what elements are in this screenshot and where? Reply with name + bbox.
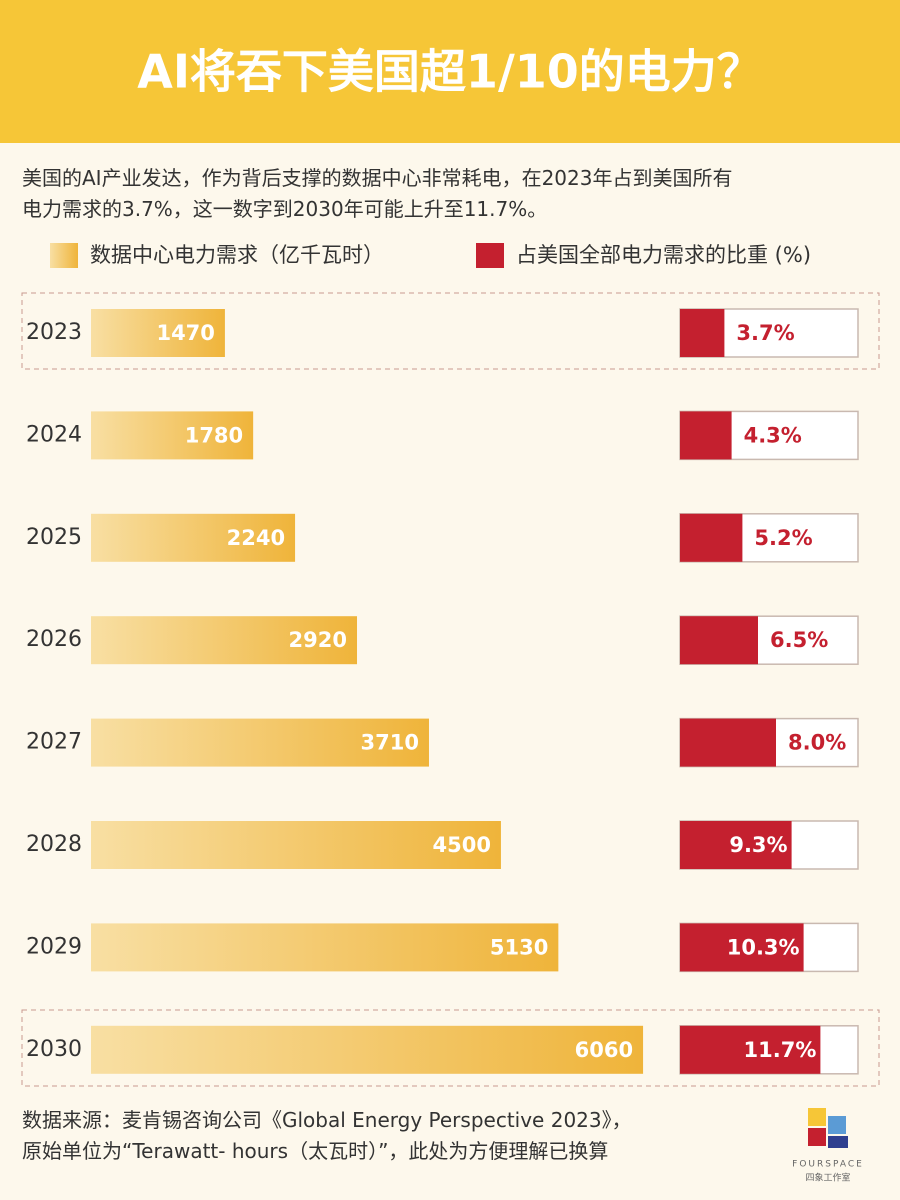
logo-subname: 四象工作室 (805, 1172, 850, 1184)
value-label: 6.5% (770, 628, 828, 652)
share-bar (680, 821, 792, 869)
logo-icon (808, 1108, 848, 1148)
bar (91, 923, 559, 972)
share-bar (680, 411, 732, 460)
highlight-box (21, 1009, 880, 1087)
value-label: 9.3% (729, 833, 787, 857)
category-label: 2030 (26, 1037, 82, 1062)
bar (91, 616, 358, 665)
chart-title: AI将吞下美国超1/10的电力？ (137, 45, 763, 99)
bar (91, 309, 225, 357)
value-label: 3.7% (736, 321, 794, 345)
share-bar (680, 1025, 821, 1074)
header-band (0, 0, 900, 143)
bar (91, 411, 254, 460)
source-note: 数据来源：麦肯锡咨询公司《Global Energy Perspective 2… (22, 1105, 632, 1167)
value-label: 4.3% (744, 423, 802, 447)
subtitle: 美国的AI产业发达，作为背后支撑的数据中心非常耗电，在2023年占到美国所有 电力… (22, 163, 732, 225)
share-bar (680, 718, 776, 767)
bar (91, 821, 501, 869)
text-line: 原始单位为“Terawatt- hours（太瓦时）”，此处为方便理解已换算 (22, 1139, 609, 1163)
category-label: 2026 (26, 627, 82, 652)
value-label: 1470 (156, 321, 214, 345)
highlight-box (21, 292, 880, 370)
bar (91, 513, 296, 562)
legend-swatch (50, 243, 78, 268)
share-bar (680, 616, 758, 665)
value-label: 1780 (185, 423, 243, 447)
bar (91, 718, 429, 767)
share-bar (680, 309, 725, 357)
value-label: 11.7% (744, 1038, 817, 1062)
category-label: 2023 (26, 320, 82, 345)
category-label: 2028 (26, 832, 82, 857)
share-bar (680, 513, 743, 562)
value-label: 6060 (575, 1038, 633, 1062)
share-bar (680, 923, 804, 972)
text-line: 数据来源：麦肯锡咨询公司《Global Energy Perspective 2… (22, 1108, 632, 1132)
legend-swatch (476, 243, 504, 268)
category-label: 2025 (26, 525, 82, 550)
text-line: 美国的AI产业发达，作为背后支撑的数据中心非常耗电，在2023年占到美国所有 (22, 166, 733, 190)
category-label: 2029 (26, 934, 82, 959)
value-label: 5.2% (754, 526, 812, 550)
value-label: 5130 (490, 935, 548, 959)
category-label: 2024 (26, 422, 82, 447)
value-label: 10.3% (727, 935, 800, 959)
text-line: 电力需求的3.7%，这一数字到2030年可能上升至11.7%。 (22, 197, 548, 221)
legend-label: 数据中心电力需求（亿千瓦时） (90, 243, 384, 267)
value-label: 8.0% (788, 731, 846, 755)
value-label: 3710 (361, 731, 419, 755)
value-label: 2920 (289, 628, 347, 652)
value-label: 2240 (227, 526, 285, 550)
logo-name: FOURSPACE (792, 1160, 864, 1170)
legend-label: 占美国全部电力需求的比重 (%) (516, 243, 811, 267)
value-label: 4500 (432, 833, 490, 857)
bar (91, 1025, 644, 1074)
category-label: 2027 (26, 730, 82, 755)
